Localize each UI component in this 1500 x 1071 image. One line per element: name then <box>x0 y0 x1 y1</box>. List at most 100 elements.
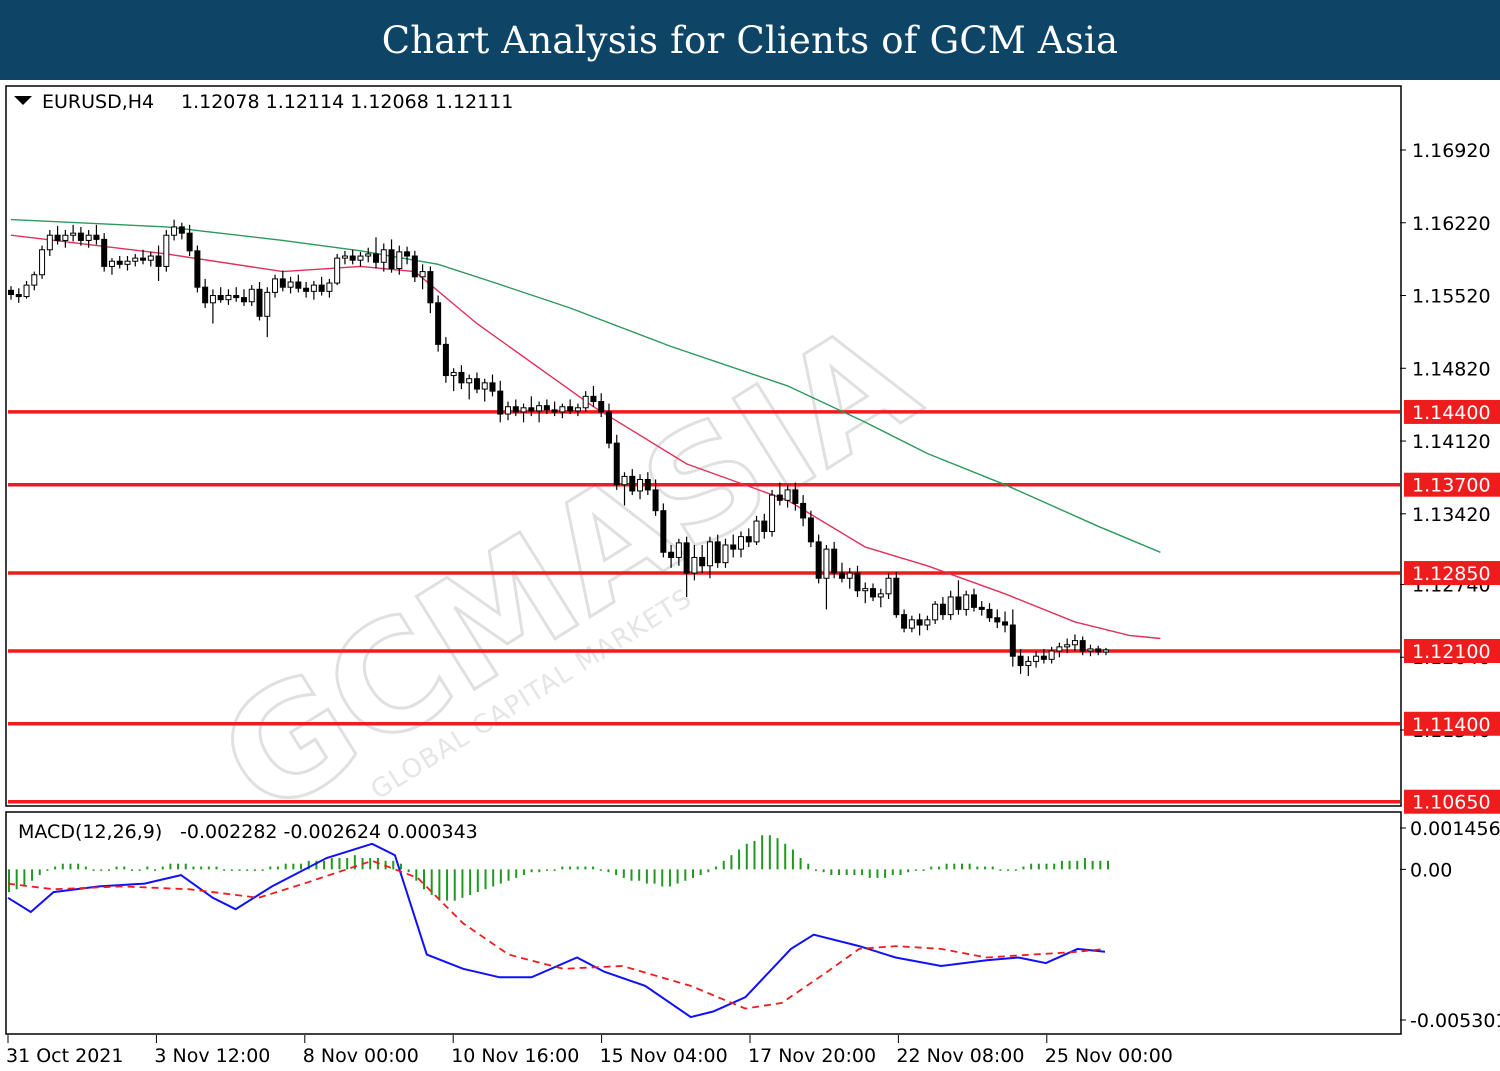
bear-candle <box>373 253 379 263</box>
bear-candle <box>776 494 783 501</box>
level-badge <box>1404 711 1500 736</box>
bear-candle <box>970 594 977 608</box>
bear-candle <box>155 255 162 267</box>
bull-candle <box>209 295 216 304</box>
price-tick-label: 1.14120 <box>1412 431 1491 453</box>
price-tick-label: 1.15520 <box>1412 286 1491 308</box>
bull-candle <box>947 596 954 616</box>
bull-candle <box>1087 648 1094 652</box>
macd-lines <box>7 842 1106 1019</box>
time-tick-label: 31 Oct 2021 <box>6 1045 123 1067</box>
macd-main-line <box>7 842 1106 1019</box>
macd-histogram <box>8 835 1109 901</box>
bull-candle <box>885 577 892 595</box>
candlesticks <box>8 219 1109 676</box>
bull-candle <box>450 371 457 377</box>
bear-candle <box>186 232 193 252</box>
level-label: 1.14400 <box>1412 402 1491 424</box>
support-resistance-levels: 1.14400 1.13700 1.12850 1.12100 1.11400 1.106… <box>8 399 1500 814</box>
time-tick-label: 3 Nov 12:00 <box>154 1045 270 1067</box>
bear-candle <box>683 542 690 574</box>
bull-candle <box>722 544 729 564</box>
bull-candle <box>23 284 30 298</box>
level-badge <box>1404 789 1500 814</box>
bear-candle <box>978 606 985 610</box>
macd-panel <box>5 811 1402 1035</box>
bear-candle <box>590 395 597 403</box>
bull-candle <box>334 257 341 284</box>
bull-candle <box>520 407 527 413</box>
bear-candle <box>730 544 737 550</box>
bull-candle <box>124 260 131 265</box>
collapse-triangle-icon[interactable] <box>14 96 32 105</box>
bear-candle <box>605 411 612 444</box>
level-badge <box>1404 472 1500 497</box>
price-chart[interactable]: GCMASIA GLOBAL CAPITAL MARKETS 1.169201.… <box>0 80 1500 1071</box>
bear-candle <box>613 442 620 486</box>
bear-candle <box>458 371 465 384</box>
time-tick-label: 15 Nov 04:00 <box>600 1045 728 1067</box>
bull-candle <box>691 556 698 574</box>
bull-candle <box>637 478 644 492</box>
bull-candle <box>365 253 372 257</box>
bear-candle <box>318 284 325 292</box>
bear-candle <box>303 287 310 292</box>
bear-candle <box>598 401 605 413</box>
bull-candle <box>536 405 543 412</box>
bear-candle <box>807 517 814 543</box>
bear-candle <box>435 302 442 345</box>
bull-candle <box>1071 640 1078 646</box>
bear-candle <box>939 603 946 616</box>
bear-candle <box>1002 621 1009 626</box>
macd-label: MACD(12,26,9) <box>18 821 162 843</box>
bull-candle <box>559 406 566 413</box>
bull-candle <box>287 281 294 288</box>
bull-candle <box>466 378 473 384</box>
macd-values: -0.002282 -0.002624 0.000343 <box>180 821 478 843</box>
moving-average-line <box>10 218 1161 553</box>
price-tick-label: 1.16220 <box>1412 213 1491 235</box>
level-label: 1.13700 <box>1412 475 1491 497</box>
bull-candle <box>31 274 38 286</box>
page-title: Chart Analysis for Clients of GCM Asia <box>381 18 1119 62</box>
macd-tick-label: 0.00 <box>1410 859 1452 881</box>
bear-candle <box>551 409 558 413</box>
bear-candle <box>838 572 845 579</box>
bear-candle <box>473 378 480 390</box>
bull-candle <box>396 251 403 269</box>
level-label: 1.11400 <box>1412 714 1491 736</box>
bear-candle <box>442 343 449 377</box>
macd-tick-label: -0.005301 <box>1410 1010 1500 1032</box>
bear-candle <box>349 255 356 261</box>
bull-candle <box>272 278 279 293</box>
bull-candle <box>784 489 791 501</box>
macd-axis: 0.001456 0.00 -0.005301 <box>1400 818 1500 1032</box>
bear-candle <box>761 520 768 532</box>
bull-candle <box>132 257 139 262</box>
bull-candle <box>846 572 853 579</box>
bear-candle <box>256 288 263 317</box>
bull-candle <box>163 234 170 267</box>
time-tick-label: 25 Nov 00:00 <box>1045 1045 1173 1067</box>
bear-candle <box>800 502 807 519</box>
moving-average-line <box>10 234 1161 640</box>
bear-candle <box>295 281 302 289</box>
bear-candle <box>1009 624 1016 657</box>
bear-candle <box>404 251 411 257</box>
time-tick-label: 17 Nov 20:00 <box>748 1045 876 1067</box>
bull-candle <box>357 255 364 261</box>
bear-candle <box>497 390 504 415</box>
bull-candle <box>85 234 92 241</box>
bull-candle <box>963 594 970 610</box>
bear-candle <box>955 596 962 610</box>
bull-candle <box>582 395 589 409</box>
bull-candle <box>769 494 776 532</box>
bear-candle <box>101 238 108 267</box>
level-label: 1.10650 <box>1412 792 1491 814</box>
bear-candle <box>644 478 651 491</box>
price-tick-label: 1.16920 <box>1412 140 1491 162</box>
ohlc-label: 1.12078 1.12114 1.12068 1.12111 <box>181 91 513 113</box>
bull-candle <box>706 541 713 567</box>
bear-candle <box>986 608 993 619</box>
bear-candle <box>8 289 14 295</box>
